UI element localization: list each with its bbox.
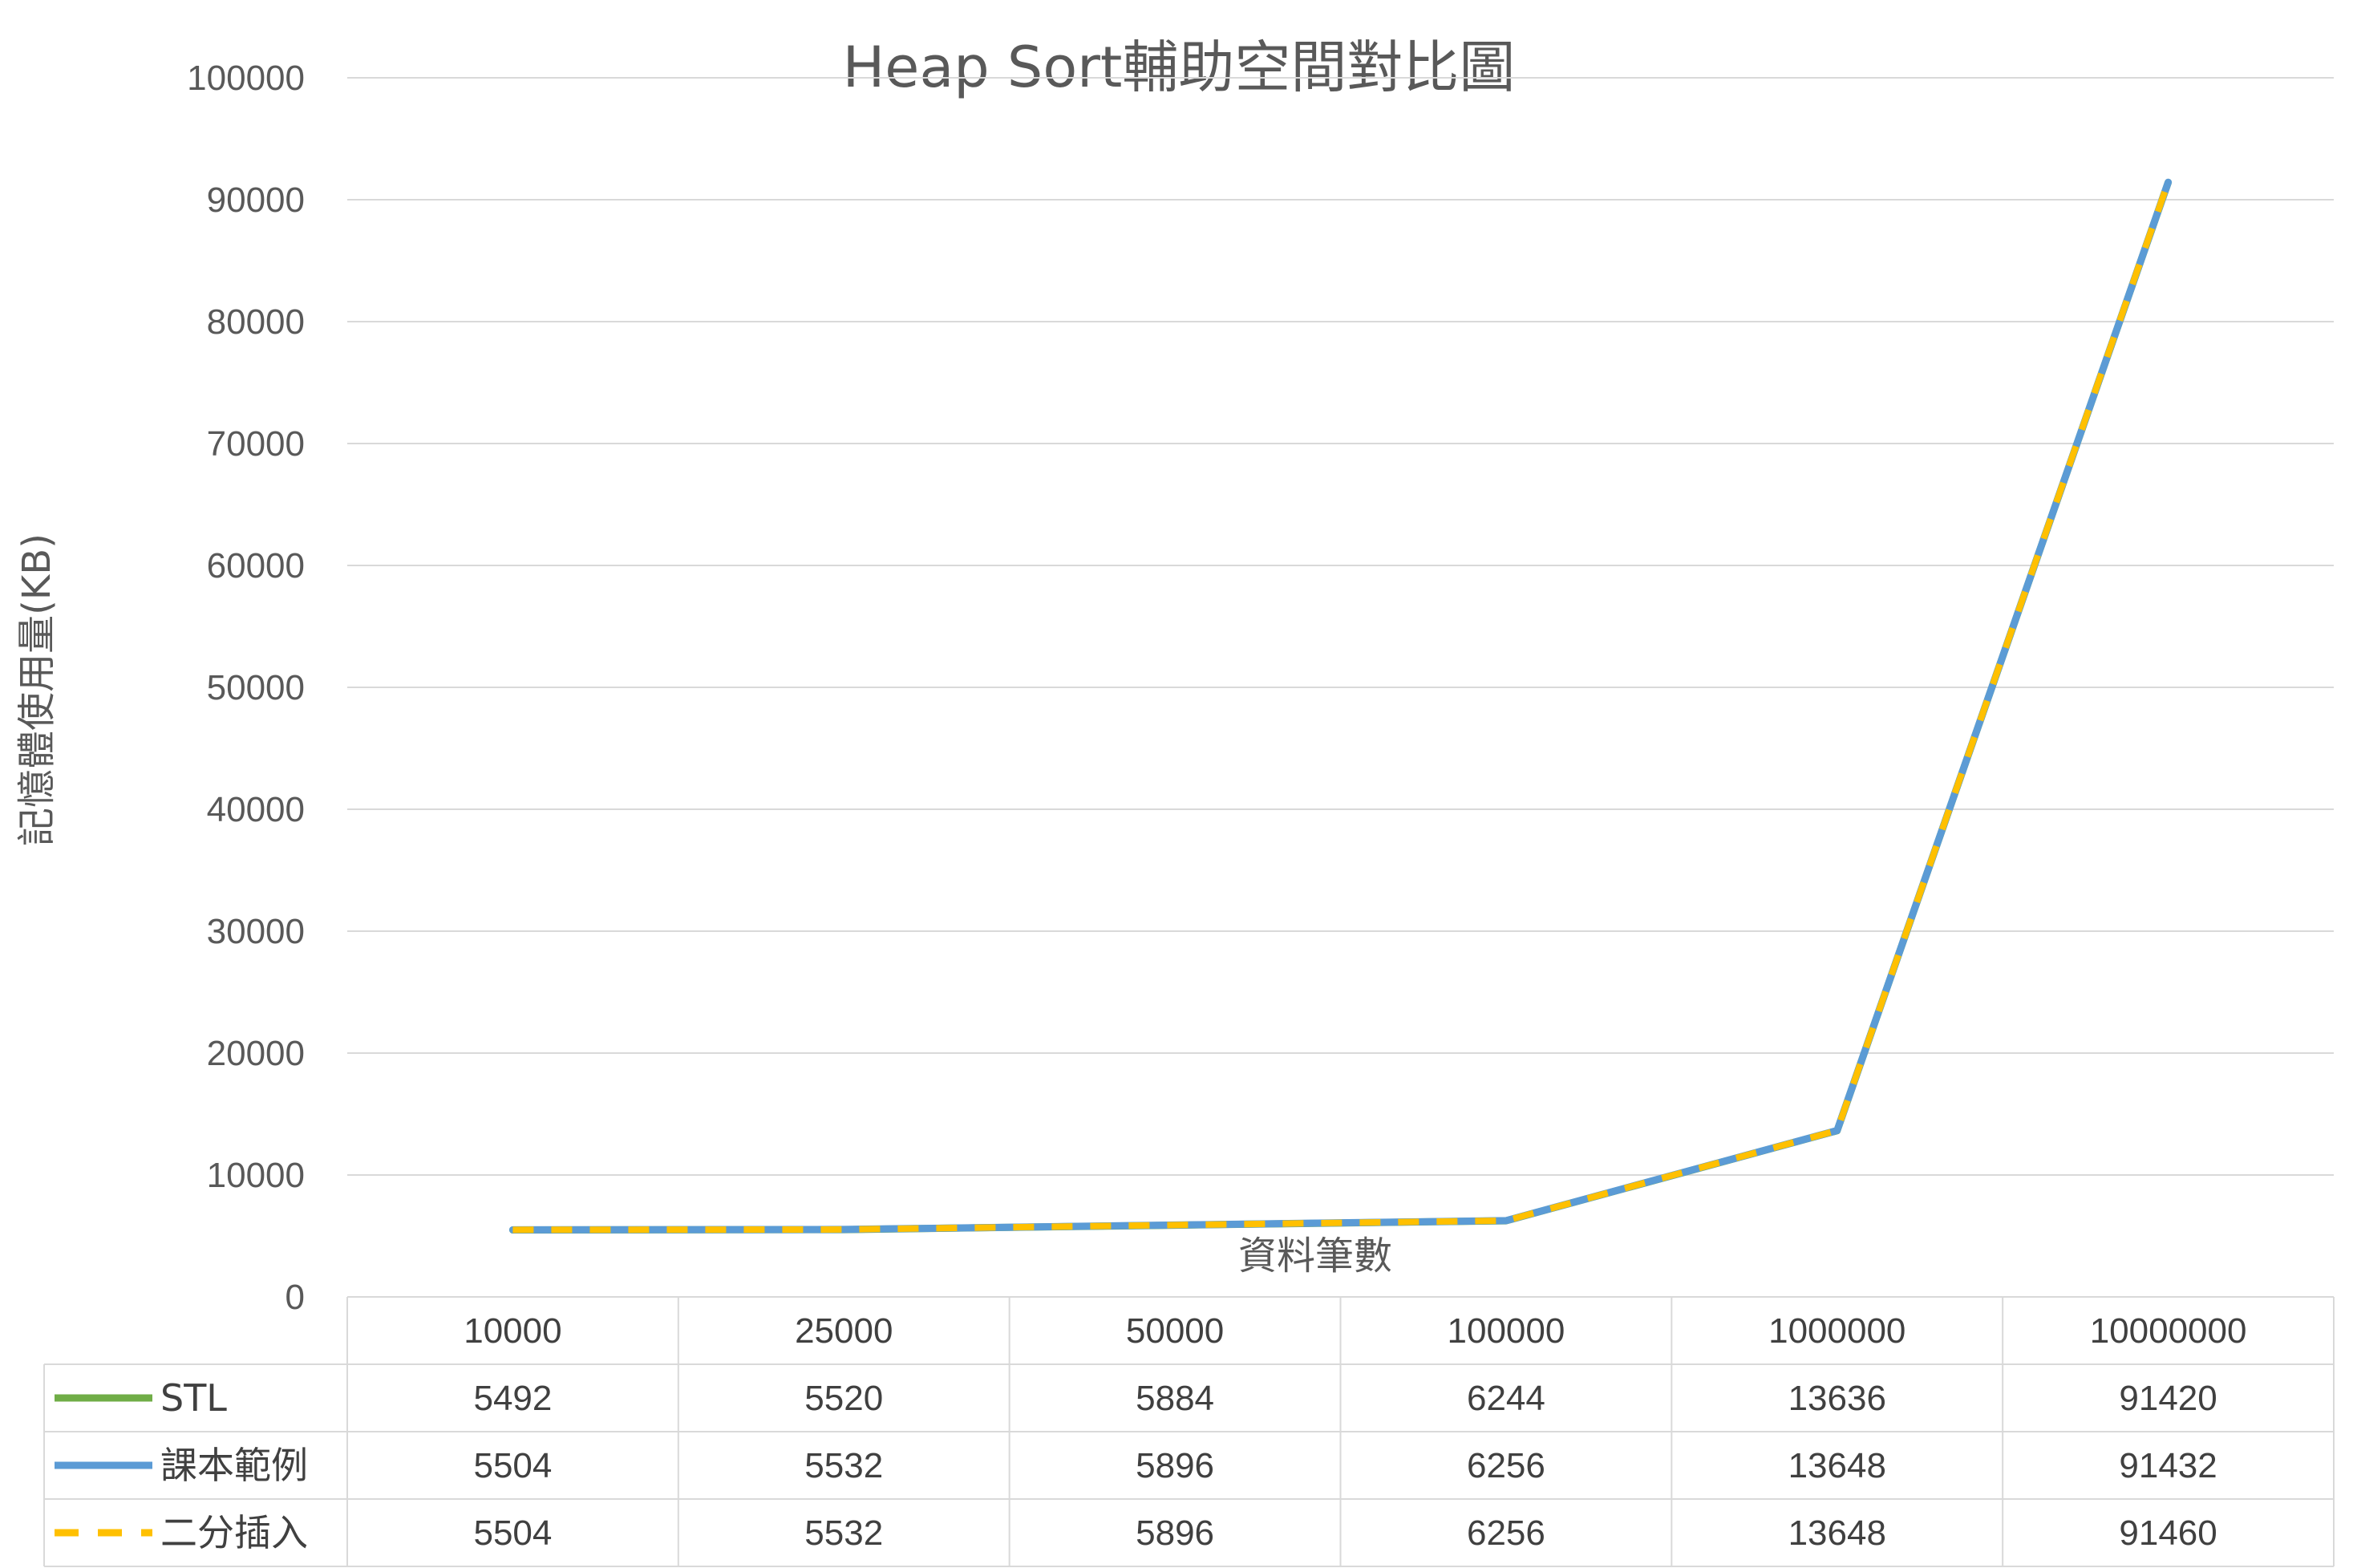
series-line-0 — [508, 178, 2173, 1234]
data-label: 6256 — [1467, 1446, 1545, 1485]
y-tick-label: 10000 — [207, 1156, 305, 1195]
y-tick-label: 90000 — [207, 180, 305, 220]
y-tick-label: 0 — [286, 1278, 305, 1317]
x-tick-label: 1000000 — [1768, 1311, 1905, 1351]
data-label: 13648 — [1788, 1513, 1886, 1553]
grid-lines — [347, 77, 2334, 1176]
x-tick-label: 10000000 — [2090, 1311, 2247, 1351]
data-label: 91460 — [2119, 1513, 2217, 1553]
data-label: 91432 — [2119, 1446, 2217, 1485]
legend-label: 課本範例 — [160, 1444, 308, 1487]
data-table: 10000 25000 50000 100000 1000000 10000000 STL 5… — [43, 1296, 2335, 1567]
legend-label: 二分插入 — [160, 1511, 308, 1554]
data-label: 5520 — [804, 1379, 883, 1418]
y-axis-label: 記憶體使用量(KB) — [14, 533, 59, 846]
x-tick-label: 50000 — [1126, 1311, 1224, 1351]
data-label: 13648 — [1788, 1446, 1886, 1485]
data-label: 5532 — [804, 1446, 883, 1485]
y-tick-label: 20000 — [207, 1034, 305, 1073]
data-label: 5504 — [473, 1513, 552, 1553]
legend-label: STL — [160, 1376, 227, 1420]
y-tick-label: 70000 — [207, 424, 305, 464]
y-tick-label: 40000 — [207, 790, 305, 829]
data-label: 5896 — [1136, 1446, 1214, 1485]
data-label: 5896 — [1136, 1513, 1214, 1553]
y-tick-label: 100000 — [187, 59, 305, 98]
data-label: 5532 — [804, 1513, 883, 1553]
data-label: 6256 — [1467, 1513, 1545, 1553]
data-label: 13636 — [1788, 1379, 1886, 1418]
x-tick-label: 100000 — [1448, 1311, 1565, 1351]
data-label: 5504 — [473, 1446, 552, 1485]
chart-title: Heap Sort輔助空間對比圖 — [843, 34, 1516, 100]
data-label: 91420 — [2119, 1379, 2217, 1418]
x-axis-label: 資料筆數 — [1238, 1234, 1392, 1278]
x-tick-label: 10000 — [464, 1311, 561, 1351]
y-tick-label: 50000 — [207, 668, 305, 707]
series-lines — [508, 178, 2173, 1234]
data-label: 5884 — [1136, 1379, 1214, 1418]
y-tick-label: 80000 — [207, 302, 305, 342]
y-axis-ticks: 0 10000 20000 30000 40000 50000 60000 70000 8000… — [187, 59, 305, 1317]
x-tick-label: 25000 — [795, 1311, 893, 1351]
y-tick-label: 30000 — [207, 912, 305, 951]
data-label: 5492 — [473, 1379, 552, 1418]
series-line-1 — [508, 178, 2173, 1234]
data-label: 6244 — [1467, 1379, 1545, 1418]
y-tick-label: 60000 — [207, 546, 305, 585]
series-line-2 — [512, 180, 2172, 1234]
